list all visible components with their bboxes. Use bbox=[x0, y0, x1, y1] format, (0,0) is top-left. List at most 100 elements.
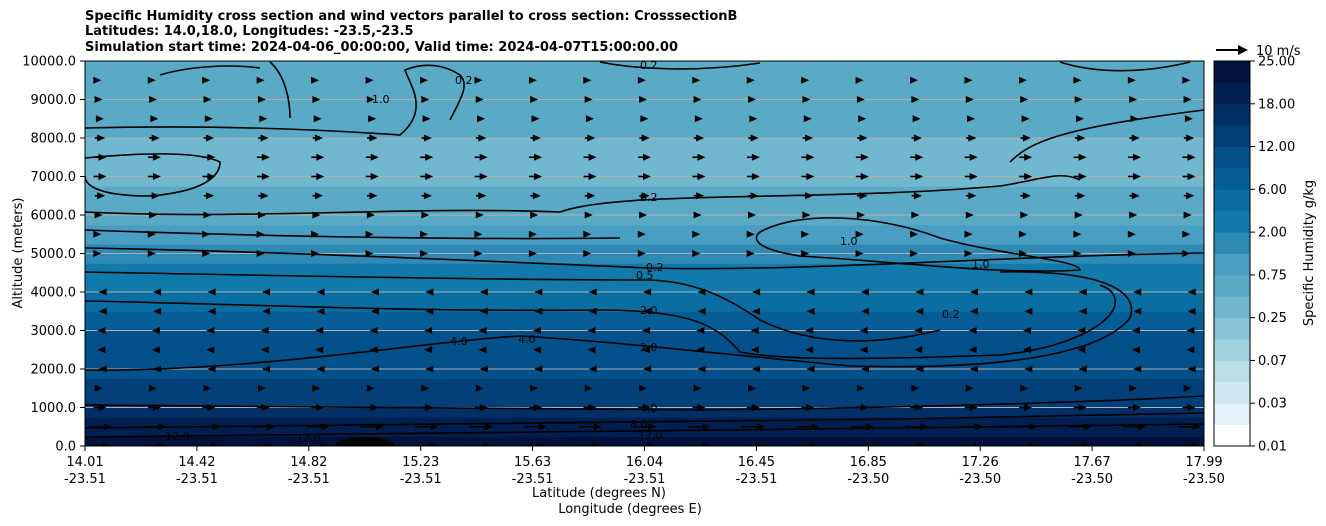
humidity-band bbox=[85, 330, 1204, 341]
colorbar-ticks: 0.01 0.03 0.07 0.25 0.75 2.00 6.00 12.00 18.00 25… bbox=[1250, 55, 1295, 455]
wind-vector-head bbox=[321, 423, 330, 431]
x-tick-label-lat: 17.99 bbox=[1185, 455, 1222, 470]
wind-vector-head bbox=[588, 307, 597, 315]
wind-vector-head bbox=[1018, 250, 1027, 257]
wind-vector-head bbox=[479, 307, 488, 315]
wind-vector-head bbox=[1018, 76, 1027, 84]
wind-vector-head bbox=[424, 346, 433, 354]
wind-vector-head bbox=[748, 211, 756, 219]
wind-vector-head bbox=[98, 153, 107, 161]
wind-vector-head bbox=[910, 250, 919, 257]
wind-vector-head bbox=[1077, 192, 1086, 200]
colorbar-segment bbox=[1214, 210, 1250, 233]
colorbar-tick-label: 0.03 bbox=[1258, 397, 1287, 412]
wind-vector-head bbox=[965, 96, 974, 103]
wind-vector-head bbox=[478, 192, 487, 200]
wind-vector-head bbox=[693, 96, 702, 103]
x-tick-label-lat: 15.23 bbox=[402, 455, 439, 470]
wind-vector-head bbox=[539, 423, 548, 431]
quiver-key: 10 m/s bbox=[1216, 44, 1301, 59]
wind-vector-head bbox=[98, 288, 107, 296]
wind-vector-head bbox=[1191, 442, 1200, 446]
wind-vector-head bbox=[1129, 384, 1138, 392]
wind-vector-head bbox=[866, 423, 874, 431]
wind-vector-head bbox=[910, 230, 919, 238]
wind-vector-head bbox=[316, 153, 325, 161]
wind-vector-head bbox=[202, 250, 211, 257]
wind-vector-head bbox=[97, 192, 106, 200]
x-tick-label-lon: -23.51 bbox=[735, 472, 777, 487]
wind-vector-head bbox=[262, 288, 271, 296]
wind-vector-head bbox=[149, 211, 158, 219]
wind-vector-head bbox=[430, 423, 439, 431]
wind-vector-head bbox=[969, 307, 978, 315]
wind-vector-head bbox=[968, 134, 977, 142]
colorbar-tick-label: 0.25 bbox=[1258, 311, 1287, 326]
wind-vector-head bbox=[474, 230, 483, 238]
y-tick-label: 10000.0 bbox=[22, 55, 76, 70]
colorbar-label: Specific Humidity g/kg bbox=[1302, 180, 1317, 326]
wind-vector-head bbox=[802, 384, 811, 392]
wind-vector-head bbox=[152, 153, 161, 161]
wind-vector-head bbox=[911, 211, 920, 219]
wind-vector-head bbox=[1183, 384, 1192, 392]
wind-vector-head bbox=[532, 134, 541, 142]
wind-vector-head bbox=[312, 384, 321, 392]
wind-vector-head bbox=[421, 211, 430, 219]
wind-vector-head bbox=[538, 442, 546, 446]
colorbar-segment bbox=[1214, 189, 1250, 212]
wind-vector-head bbox=[696, 134, 705, 142]
wind-vector-head bbox=[1020, 96, 1029, 103]
contour-label: 0.2 bbox=[455, 74, 473, 87]
wind-vector-head bbox=[1077, 346, 1086, 354]
quiver-key-arrowhead bbox=[1238, 45, 1248, 55]
wind-vector-head bbox=[641, 134, 650, 142]
wind-vector-head bbox=[1023, 327, 1032, 334]
wind-vector-head bbox=[1127, 76, 1136, 84]
wind-vector-head bbox=[533, 346, 541, 354]
wind-vector-head bbox=[316, 404, 325, 411]
wind-vector-head bbox=[366, 211, 375, 219]
wind-vector-head bbox=[968, 346, 977, 354]
humidity-band bbox=[85, 426, 1204, 437]
wind-vector-head bbox=[1186, 134, 1195, 142]
contour-line bbox=[85, 423, 1204, 438]
wind-vector-head bbox=[423, 134, 432, 142]
wind-vector-head bbox=[919, 442, 928, 446]
wind-vector-head bbox=[746, 76, 755, 84]
wind-vector-head bbox=[646, 442, 655, 446]
wind-vector-head bbox=[692, 230, 701, 238]
wind-vector-head bbox=[860, 153, 869, 161]
humidity-band bbox=[85, 176, 1204, 187]
wind-vector-head bbox=[479, 153, 488, 161]
wind-vector-head bbox=[207, 307, 216, 315]
colorbar-tick-label: 6.00 bbox=[1258, 183, 1287, 198]
wind-vector-head bbox=[212, 423, 221, 431]
wind-vector-head bbox=[1074, 211, 1083, 219]
wind-vector-head bbox=[260, 134, 269, 142]
contour-label: 12.0 bbox=[296, 432, 321, 445]
wind-vector-head bbox=[97, 346, 106, 354]
colorbar-segment bbox=[1214, 61, 1250, 83]
wind-vector-head bbox=[421, 384, 430, 392]
wind-vector-head bbox=[257, 384, 266, 392]
wind-vector-head bbox=[95, 115, 104, 123]
chart-title-line-2: Latitudes: 14.0,18.0, Longitudes: -23.5,… bbox=[85, 24, 414, 39]
wind-vector-head bbox=[1182, 76, 1191, 84]
wind-vector-head bbox=[696, 346, 705, 354]
humidity-band bbox=[85, 99, 1204, 110]
wind-vector-head bbox=[964, 76, 973, 84]
wind-vector-head bbox=[316, 307, 325, 315]
wind-vector-head bbox=[1024, 173, 1033, 180]
x-tick-label-lon: -23.51 bbox=[176, 472, 218, 487]
wind-vector-head bbox=[861, 288, 869, 296]
wind-vector-head bbox=[592, 442, 601, 446]
wind-vector-head bbox=[915, 153, 924, 161]
wind-vector-head bbox=[484, 423, 493, 431]
wind-vector-head bbox=[312, 96, 321, 103]
wind-vector-head bbox=[805, 192, 814, 200]
colorbar-tick-label: 18.00 bbox=[1258, 97, 1295, 112]
wind-vector-head bbox=[311, 76, 320, 84]
y-tick-label: 1000.0 bbox=[31, 401, 77, 416]
wind-vector-head bbox=[915, 404, 924, 411]
